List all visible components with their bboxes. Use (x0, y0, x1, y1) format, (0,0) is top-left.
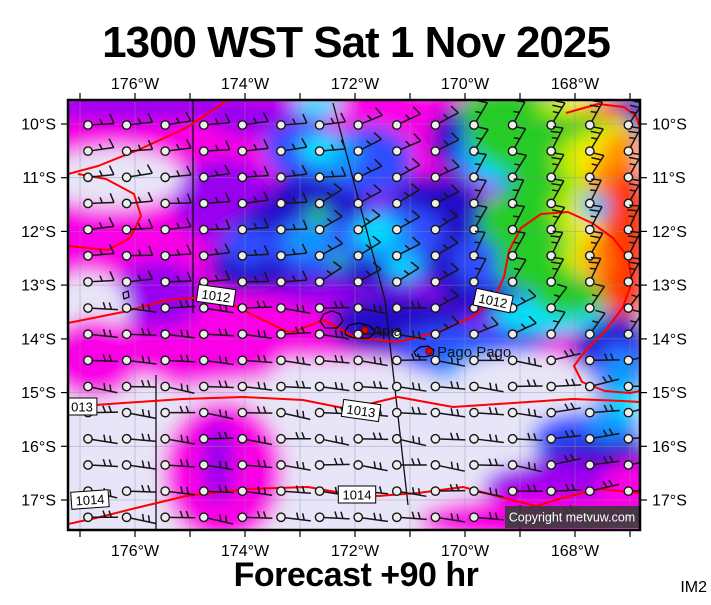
place-label: Apia (372, 323, 403, 340)
page-title: 1300 WST Sat 1 Nov 2025 (102, 18, 610, 67)
forecast-hour-label: Forecast +90 hr (234, 556, 479, 594)
lat-label-left: 16°S (21, 439, 56, 456)
lon-label-top: 176°W (111, 76, 160, 93)
isobar-label: 013 (67, 398, 97, 415)
place-marker-dot (362, 327, 368, 333)
rain-blob (306, 206, 330, 224)
lat-label-left: 15°S (21, 385, 56, 402)
place-marker-dot (426, 348, 432, 354)
lat-label-right: 14°S (652, 331, 687, 348)
lat-label-right: 17°S (652, 493, 687, 510)
lat-label-right: 10°S (652, 117, 687, 134)
lat-label-left: 12°S (21, 224, 56, 241)
lat-label-right: 12°S (652, 224, 687, 241)
copyright-text: Copyright metvuw.com (509, 511, 635, 525)
lat-label-left: 14°S (21, 331, 56, 348)
lat-label-left: 11°S (22, 170, 56, 187)
lat-label-left: 17°S (21, 493, 56, 510)
lon-label-bottom: 168°W (551, 543, 600, 560)
place-marker-group: Pago Pago (426, 344, 511, 361)
lat-label-left: 10°S (21, 117, 56, 134)
lon-label-top: 170°W (441, 76, 490, 93)
lon-label-top: 172°W (331, 76, 380, 93)
isobar-label-text: 1014 (75, 492, 105, 509)
lat-label-right: 15°S (652, 385, 687, 402)
isobar-label: 1014 (338, 486, 375, 503)
isobar-label-text: 013 (71, 400, 93, 415)
lon-label-top: 174°W (221, 76, 270, 93)
lat-label-left: 13°S (21, 278, 56, 295)
lon-label-top: 168°W (551, 76, 600, 93)
lat-label-right: 16°S (652, 439, 687, 456)
lat-label-right: 13°S (652, 278, 687, 295)
lon-label-bottom: 176°W (111, 543, 160, 560)
isobar-label: 1014 (71, 490, 109, 510)
model-tag: IM2 (680, 579, 707, 596)
isobar-label-text: 1014 (343, 488, 372, 503)
place-label: Pago Pago (437, 344, 511, 361)
lat-label-right: 11°S (652, 170, 686, 187)
copyright-bar: Copyright metvuw.com (505, 506, 640, 528)
